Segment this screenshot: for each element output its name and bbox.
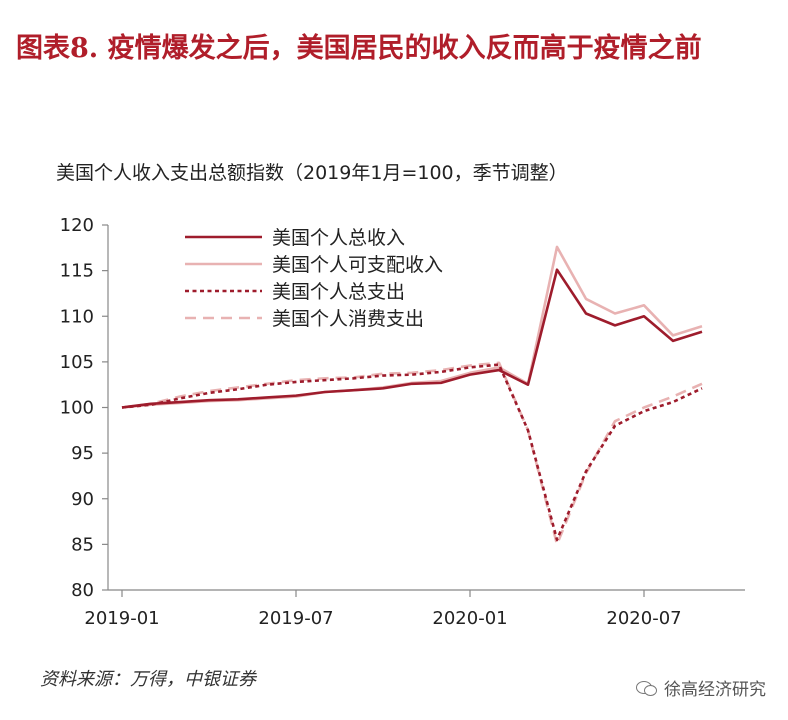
- x-tick-label: 2019-01: [84, 608, 159, 629]
- y-tick-label: 95: [71, 443, 94, 464]
- x-tick-label: 2020-07: [606, 608, 681, 629]
- y-tick-label: 115: [60, 261, 94, 282]
- y-tick-label: 80: [71, 580, 94, 601]
- x-tick-label: 2019-07: [258, 608, 333, 629]
- x-tick-label: 2020-01: [432, 608, 507, 629]
- watermark: 徐高经济研究: [636, 675, 766, 700]
- series-line-2: [121, 363, 703, 542]
- chart-title: 图表8. 疫情爆发之后，美国居民的收入反而高于疫情之前: [16, 33, 702, 64]
- legend-label-2: 美国个人总支出: [272, 281, 405, 303]
- series-line-3: [121, 361, 703, 546]
- legend-label-0: 美国个人总收入: [272, 227, 405, 249]
- legend-label-1: 美国个人可支配收入: [272, 254, 443, 276]
- y-tick-label: 120: [60, 215, 94, 236]
- y-tick-label: 100: [60, 398, 94, 419]
- series-line-0: [121, 268, 703, 409]
- y-tick-label: 90: [71, 489, 94, 510]
- y-tick-label: 110: [60, 306, 94, 327]
- watermark-text: 徐高经济研究: [664, 680, 766, 700]
- y-tick-label: 85: [71, 534, 94, 555]
- y-tick-label: 105: [60, 352, 94, 373]
- chart-subtitle: 美国个人收入支出总额指数（2019年1月=100，季节调整）: [56, 162, 568, 184]
- source-note: 资料来源：万得，中银证券: [40, 669, 256, 690]
- wechat-icon: [636, 679, 658, 697]
- legend-label-3: 美国个人消费支出: [272, 308, 424, 330]
